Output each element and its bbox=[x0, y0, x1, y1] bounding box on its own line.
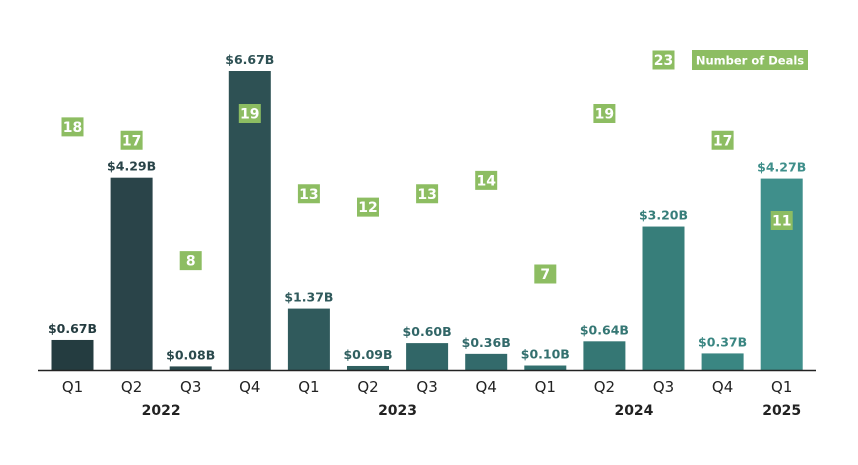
bar-8 bbox=[465, 353, 508, 370]
bar-7 bbox=[406, 343, 449, 370]
deal-count-badge-1 bbox=[61, 117, 84, 137]
deal-count-badge-3 bbox=[179, 251, 202, 271]
bar-1 bbox=[51, 339, 94, 370]
deal-count-badge-11 bbox=[652, 50, 675, 70]
deal-count-label-7: 13 bbox=[417, 187, 436, 203]
bars-layer bbox=[51, 71, 803, 370]
value-label-8: $0.36B bbox=[462, 335, 511, 350]
legend-swatch bbox=[692, 50, 808, 70]
value-label-6: $0.09B bbox=[343, 347, 392, 362]
value-label-3: $0.08B bbox=[166, 347, 215, 362]
deal-count-label-6: 12 bbox=[358, 200, 377, 216]
category-label-9: Q1 bbox=[535, 378, 556, 396]
value-label-11: $3.20B bbox=[639, 208, 688, 223]
deal-count-badge-6 bbox=[357, 197, 379, 217]
category-label-5: Q1 bbox=[298, 378, 319, 396]
year-label-2023: 2023 bbox=[378, 403, 417, 419]
deal-count-label-2: 17 bbox=[122, 133, 141, 149]
bar-13 bbox=[760, 178, 803, 370]
deal-count-badge-9 bbox=[534, 264, 557, 284]
value-label-10: $0.64B bbox=[580, 322, 629, 337]
value-label-5: $1.37B bbox=[284, 290, 333, 305]
value-label-4: $6.67B bbox=[225, 52, 274, 67]
year-labels-layer: 2022 2023 2024 2025 bbox=[142, 403, 802, 419]
value-labels-layer: $0.67B $4.29B $0.08B $6.67B $1.37B $0.09B $0.6… bbox=[48, 52, 806, 362]
category-label-10: Q2 bbox=[594, 378, 615, 396]
category-label-13: Q1 bbox=[771, 378, 792, 396]
category-label-4: Q4 bbox=[239, 378, 260, 396]
category-label-3: Q3 bbox=[180, 378, 201, 396]
deal-count-badge-12 bbox=[711, 130, 734, 150]
deal-count-label-8: 14 bbox=[476, 173, 496, 189]
category-label-8: Q4 bbox=[476, 378, 497, 396]
category-label-11: Q3 bbox=[653, 378, 674, 396]
deal-count-label-13: 11 bbox=[772, 214, 791, 230]
category-label-7: Q3 bbox=[416, 378, 437, 396]
deal-count-badges-layer: 18 17 8 19 13 12 13 14 7 19 23 17 11 bbox=[61, 50, 793, 284]
bar-2 bbox=[110, 177, 153, 370]
deal-count-label-12: 17 bbox=[713, 133, 732, 149]
value-label-12: $0.37B bbox=[698, 334, 747, 349]
deal-count-label-1: 18 bbox=[63, 120, 82, 136]
value-label-2: $4.29B bbox=[107, 159, 156, 174]
deal-count-label-5: 13 bbox=[299, 187, 318, 203]
category-label-12: Q4 bbox=[712, 378, 733, 396]
deal-count-label-3: 8 bbox=[186, 254, 196, 270]
value-label-7: $0.60B bbox=[403, 324, 452, 339]
year-label-2022: 2022 bbox=[142, 403, 181, 419]
deal-count-badge-13 bbox=[770, 211, 793, 230]
bar-6 bbox=[347, 365, 389, 370]
bar-5 bbox=[287, 308, 330, 370]
deal-count-badge-2 bbox=[120, 130, 143, 150]
bar-11 bbox=[642, 226, 685, 370]
bar-12 bbox=[701, 353, 744, 370]
category-label-6: Q2 bbox=[357, 378, 378, 396]
value-label-9: $0.10B bbox=[521, 347, 570, 362]
bar-9 bbox=[524, 365, 567, 370]
legend-label: Number of Deals bbox=[696, 54, 804, 68]
value-label-13: $4.27B bbox=[757, 160, 806, 175]
bar-3 bbox=[169, 366, 212, 370]
deal-count-label-4: 19 bbox=[240, 107, 259, 123]
legend: Number of Deals bbox=[692, 50, 808, 70]
value-label-1: $0.67B bbox=[48, 321, 97, 336]
deal-count-label-10: 19 bbox=[595, 107, 614, 123]
category-labels-layer: Q1 Q2 Q3 Q4 Q1 Q2 Q3 Q4 Q1 Q2 Q3 Q4 Q1 bbox=[62, 378, 793, 396]
deal-count-badge-10 bbox=[593, 104, 616, 123]
deal-count-label-11: 23 bbox=[654, 53, 673, 69]
bar-10 bbox=[583, 341, 626, 370]
deal-count-badge-4 bbox=[238, 104, 261, 123]
category-label-2: Q2 bbox=[121, 378, 142, 396]
deal-count-label-9: 7 bbox=[540, 267, 550, 283]
year-label-2025: 2025 bbox=[762, 403, 801, 419]
deal-count-badge-8 bbox=[475, 170, 498, 190]
year-label-2024: 2024 bbox=[614, 403, 653, 419]
deal-count-badge-5 bbox=[297, 184, 320, 204]
deal-count-badge-7 bbox=[416, 184, 439, 204]
category-label-1: Q1 bbox=[62, 378, 83, 396]
